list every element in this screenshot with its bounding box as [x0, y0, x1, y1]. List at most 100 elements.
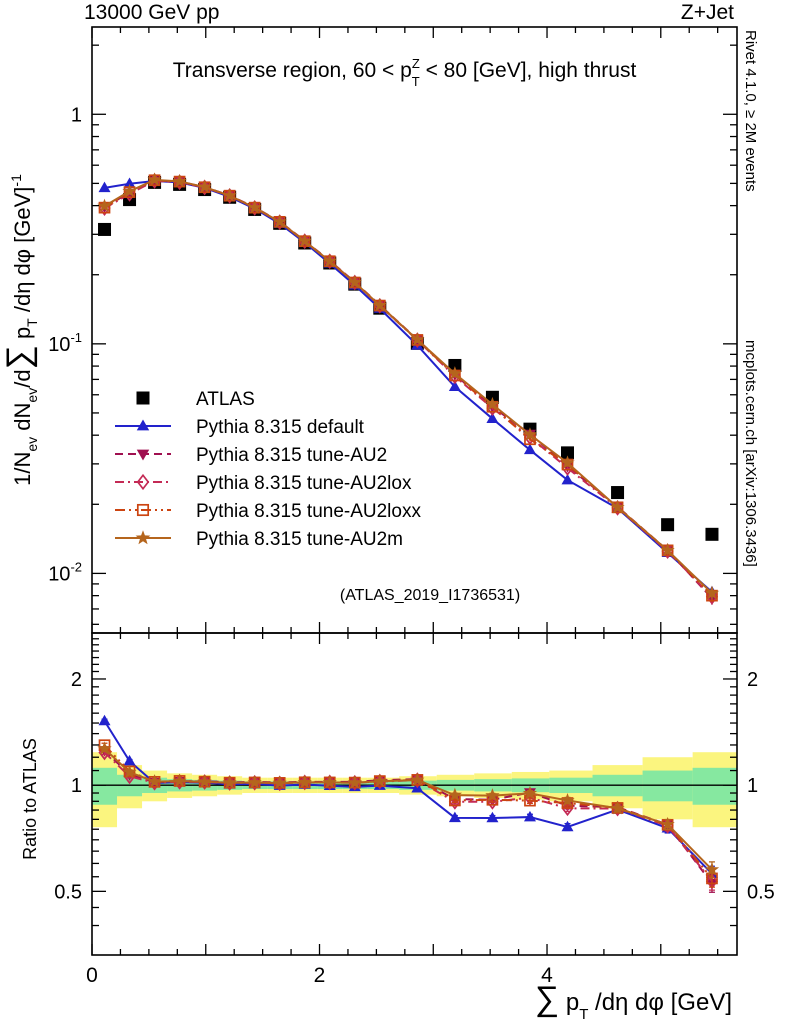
data-point-marker	[447, 366, 463, 380]
legend-item-pythia-default[interactable]: Pythia 8.315 default	[115, 417, 365, 438]
x-tick-label: 2	[314, 964, 326, 987]
data-point-marker	[705, 527, 719, 541]
data-point-marker	[448, 380, 461, 392]
legend: ATLAS Pythia 8.315 default Pythia 8.315 tu…	[115, 389, 421, 550]
ratio-ytick-label-right: 0.5	[747, 881, 775, 903]
legend-marker-pythia-default	[136, 419, 150, 431]
series-line	[104, 178, 713, 594]
legend-item-pythia-au2loxx[interactable]: Pythia 8.315 tune-AU2loxx	[115, 501, 421, 522]
ratio-point-marker	[448, 811, 461, 823]
legend-label-pythia-au2loxx: Pythia 8.315 tune-AU2loxx	[196, 501, 421, 522]
header-row: 13000 GeV pp Z+Jet	[0, 0, 786, 26]
data-point-marker	[485, 396, 500, 411]
data-point-marker	[561, 473, 574, 485]
ratio-ytick-label-left: 1	[71, 775, 82, 797]
data-point-marker	[560, 455, 575, 469]
legend-item-pythia-au2lox[interactable]: Pythia 8.315 tune-AU2lox	[115, 473, 412, 494]
main-ytick-label: 10-2	[48, 559, 82, 585]
data-point-marker	[522, 427, 538, 441]
data-point-marker	[172, 173, 187, 188]
beam-energy-label: 13000 GeV pp	[84, 1, 220, 24]
dataset-watermark: (ATLAS_2019_I1736531)	[340, 587, 520, 604]
rivet-version-annotation: Rivet 4.1.0, ≥ 2M events	[742, 30, 766, 330]
data-point-marker	[272, 214, 287, 228]
data-point-marker	[347, 275, 362, 289]
ratio-point-marker	[705, 873, 719, 890]
axes	[91, 26, 738, 956]
legend-marker-atlas	[136, 391, 150, 405]
ratio-point-marker	[610, 800, 625, 815]
data-point-marker	[486, 412, 499, 423]
ratio-series-pythia-8-315-tune-au2loxx	[98, 739, 718, 888]
data-point-marker	[122, 183, 137, 198]
ratio-point-marker	[197, 774, 212, 788]
data-point-marker	[561, 446, 575, 460]
legend-label-pythia-au2lox: Pythia 8.315 tune-AU2lox	[196, 473, 412, 494]
data-point-marker	[611, 486, 625, 500]
data-point-marker	[197, 179, 212, 194]
legend-item-atlas[interactable]: ATLAS	[136, 389, 255, 410]
data-point-marker	[410, 332, 425, 346]
x-tick-label: 4	[541, 964, 553, 987]
ratio-point-marker	[222, 775, 237, 789]
data-point-marker	[297, 233, 312, 248]
ratio-line	[103, 748, 713, 871]
data-point-marker	[705, 589, 719, 605]
ratio-point-marker	[98, 714, 111, 726]
data-point-marker	[448, 358, 462, 372]
ratio-ytick-label-right: 2	[747, 669, 758, 691]
data-point-marker	[610, 499, 625, 514]
ratio-point-marker	[123, 754, 136, 766]
ratio-ytick-label-left: 2	[71, 669, 82, 691]
data-point-marker	[98, 181, 111, 193]
data-point-marker	[372, 297, 387, 312]
ratio-point-marker	[523, 810, 536, 822]
ratio-point-marker	[147, 774, 162, 788]
main-panel-series	[97, 172, 720, 605]
ratio-point-marker	[485, 788, 500, 802]
data-point-marker	[660, 542, 675, 557]
legend-item-pythia-au2[interactable]: Pythia 8.315 tune-AU2	[115, 445, 387, 466]
band-inner-segment	[692, 767, 737, 805]
band-inner-segment	[92, 767, 118, 805]
ratio-y-axis-label: Ratio to ATLAS	[20, 738, 40, 860]
ratio-point-marker	[97, 741, 112, 755]
main-y-axis-label: 1/Nev dNev/d∑ pT /dη dφ [GeV]-1	[0, 174, 40, 486]
legend-marker-pythia-au2	[136, 449, 150, 461]
mcplots-annotation: mcplots.cern.ch [arXiv:1306.3436]	[742, 340, 766, 640]
x-tick-label: 0	[86, 964, 98, 987]
legend-marker-pythia-au2lox	[136, 473, 150, 491]
ratio-panel-frame	[91, 632, 738, 956]
data-point-marker	[322, 253, 337, 268]
process-label: Z+Jet	[680, 1, 734, 24]
mcplots-text: mcplots.cern.ch [arXiv:1306.3436]	[742, 340, 759, 567]
ratio-point-marker	[660, 816, 675, 831]
series-pythia-8-315-tune-au2lox	[98, 172, 719, 605]
ratio-point-marker	[522, 785, 538, 800]
legend-marker-pythia-au2loxx	[136, 503, 150, 517]
data-point-marker	[123, 177, 136, 189]
ratio-point-marker	[322, 774, 337, 789]
ratio-point-marker	[704, 862, 720, 876]
series-pythia-8-315-tune-au2m	[97, 172, 720, 600]
x-axis-label: ∑ pT /dη dφ [GeV]	[535, 980, 732, 1023]
ratio-point-marker	[272, 775, 287, 790]
ratio-ytick-label-right: 1	[747, 775, 758, 797]
legend-marker-pythia-au2m	[135, 530, 151, 545]
main-ytick-label: 1	[71, 104, 82, 126]
ratio-point-marker	[410, 772, 425, 787]
legend-label-atlas: ATLAS	[196, 389, 255, 410]
series-pythia-8-315-tune-au2loxx	[98, 174, 718, 603]
ratio-series-pythia-8-315-tune-au2m	[97, 741, 720, 879]
main-panel-frame	[91, 26, 738, 634]
data-point-marker	[97, 198, 112, 213]
legend-item-pythia-au2m[interactable]: Pythia 8.315 tune-AU2m	[115, 529, 403, 550]
series-pythia-8-315-tune-au2	[98, 176, 718, 605]
ratio-panel-series	[97, 714, 720, 893]
data-point-marker	[523, 443, 536, 455]
ratio-point-marker	[347, 775, 362, 789]
ratio-point-marker	[561, 800, 574, 817]
data-point-marker	[147, 172, 162, 186]
